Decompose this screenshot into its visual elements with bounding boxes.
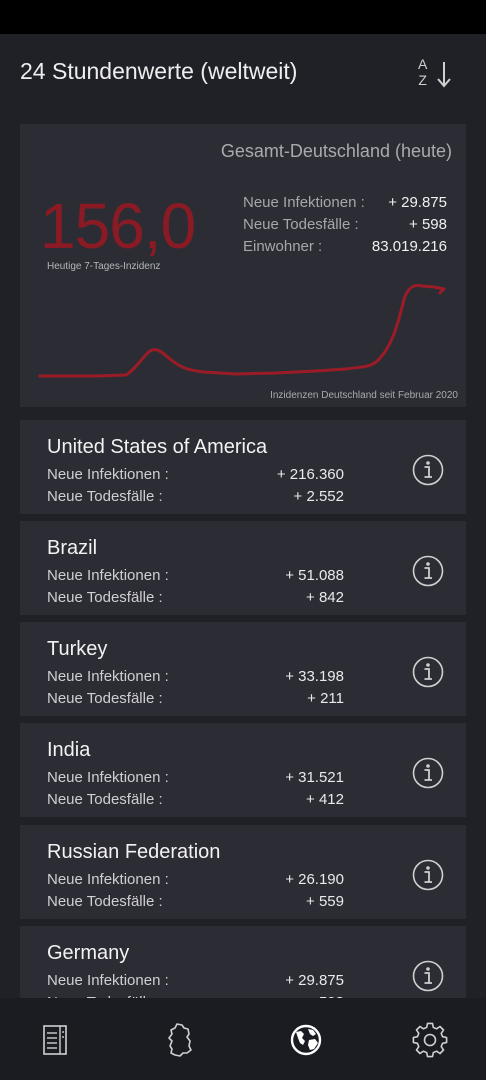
summary-stats: Neue Infektionen : + 29.875 Neue Todesfä… xyxy=(243,194,447,260)
news-icon xyxy=(43,1025,67,1055)
deaths-value: + 842 xyxy=(306,589,344,606)
stat-row: Neue Todesfälle : + 598 xyxy=(243,216,447,238)
stat-label: Neue Infektionen : xyxy=(243,194,365,211)
infections-label: Neue Infektionen : xyxy=(47,466,169,483)
deaths-value: + 412 xyxy=(306,791,344,808)
country-card[interactable]: United States of America Neue Infektione… xyxy=(20,420,466,514)
infections-label: Neue Infektionen : xyxy=(47,769,169,786)
info-icon[interactable] xyxy=(412,656,444,688)
nav-world[interactable] xyxy=(286,1020,326,1060)
stat-value: + 598 xyxy=(409,216,447,233)
deaths-value: + 559 xyxy=(306,893,344,910)
infections-value: + 216.360 xyxy=(276,466,344,483)
deaths-value: + 211 xyxy=(307,690,344,707)
nav-settings[interactable] xyxy=(410,1020,450,1060)
chart-caption: Inzidenzen Deutschland seit Februar 2020 xyxy=(270,390,458,401)
incidence-chart xyxy=(38,283,446,378)
country-card[interactable]: Russian Federation Neue Infektionen : + … xyxy=(20,825,466,919)
globe-icon xyxy=(290,1024,322,1056)
country-card[interactable]: India Neue Infektionen : + 31.521 Neue T… xyxy=(20,723,466,817)
deaths-label: Neue Todesfälle : xyxy=(47,893,163,910)
info-icon[interactable] xyxy=(412,960,444,992)
country-name: United States of America xyxy=(47,436,268,458)
country-name: Brazil xyxy=(47,537,98,559)
nav-germany[interactable] xyxy=(160,1020,200,1060)
germany-map-icon xyxy=(168,1023,192,1057)
incidence-value: 156,0 xyxy=(40,190,196,262)
country-card[interactable]: Turkey Neue Infektionen : + 33.198 Neue … xyxy=(20,622,466,716)
stat-label: Einwohner : xyxy=(243,238,323,255)
incidence-label: Heutige 7-Tages-Inzidenz xyxy=(47,261,161,272)
country-name: Russian Federation xyxy=(47,841,221,863)
page-title: 24 Stundenwerte (weltweit) xyxy=(20,58,298,84)
infections-value: + 33.198 xyxy=(285,668,344,685)
deaths-label: Neue Todesfälle : xyxy=(47,488,163,505)
status-bar xyxy=(0,0,486,34)
infections-value: + 29.875 xyxy=(285,972,344,989)
stat-value: + 29.875 xyxy=(388,194,447,211)
info-icon[interactable] xyxy=(412,454,444,486)
stat-label: Neue Todesfälle : xyxy=(243,216,359,233)
infections-value: + 26.190 xyxy=(285,871,344,888)
stat-row: Einwohner : 83.019.216 xyxy=(243,238,447,260)
deaths-value: + 2.552 xyxy=(293,488,344,505)
stat-row: Neue Infektionen : + 29.875 xyxy=(243,194,447,216)
infections-value: + 31.521 xyxy=(285,769,344,786)
info-icon[interactable] xyxy=(412,859,444,891)
info-icon[interactable] xyxy=(412,757,444,789)
country-card[interactable]: Brazil Neue Infektionen : + 51.088 Neue … xyxy=(20,521,466,615)
bottom-navigation xyxy=(0,998,486,1080)
infections-label: Neue Infektionen : xyxy=(47,668,169,685)
infections-label: Neue Infektionen : xyxy=(47,972,169,989)
info-icon[interactable] xyxy=(412,555,444,587)
incidence-line xyxy=(38,283,446,378)
germany-summary-card: Gesamt-Deutschland (heute) 156,0 Heutige… xyxy=(20,124,466,407)
arrow-down-icon xyxy=(437,62,451,88)
infections-label: Neue Infektionen : xyxy=(47,871,169,888)
deaths-label: Neue Todesfälle : xyxy=(47,791,163,808)
summary-region: Gesamt-Deutschland (heute) xyxy=(220,141,452,161)
nav-news[interactable] xyxy=(36,1020,76,1060)
stat-value: 83.019.216 xyxy=(371,238,447,255)
country-name: Germany xyxy=(47,942,130,964)
country-name: India xyxy=(47,739,91,761)
deaths-label: Neue Todesfälle : xyxy=(47,690,163,707)
deaths-label: Neue Todesfälle : xyxy=(47,589,163,606)
gear-icon xyxy=(412,1022,448,1058)
country-name: Turkey xyxy=(47,638,108,660)
infections-label: Neue Infektionen : xyxy=(47,567,169,584)
infections-value: + 51.088 xyxy=(285,567,344,584)
